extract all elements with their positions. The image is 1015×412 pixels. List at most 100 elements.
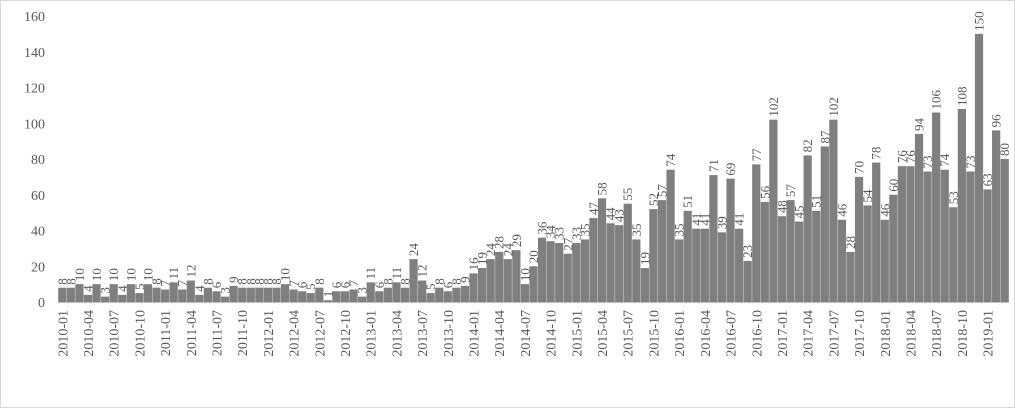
bar — [315, 287, 324, 302]
bar — [683, 210, 692, 302]
bar — [932, 112, 941, 302]
data-label: 7 — [158, 279, 173, 286]
x-tick-label: 2011-04 — [185, 310, 200, 356]
bar — [460, 285, 470, 302]
data-label: 24 — [483, 243, 498, 257]
x-tick-label: 2018-04 — [904, 310, 919, 357]
bar-series — [58, 33, 1009, 303]
bar — [743, 260, 752, 302]
data-label: 76 — [903, 150, 918, 164]
bar — [409, 259, 418, 302]
data-label: 8 — [269, 278, 284, 285]
x-tick-label: 2018-07 — [930, 310, 945, 357]
bar — [426, 293, 435, 302]
x-tick-label: 2018-01 — [879, 310, 894, 357]
bar — [375, 291, 384, 302]
bar — [700, 228, 709, 302]
x-tick-label: 2018-10 — [956, 310, 971, 357]
bar — [529, 266, 538, 302]
y-axis: 0 20 40 60 80 100 120 140 160 — [24, 10, 45, 311]
data-label: 6 — [372, 281, 387, 288]
data-label: 8 — [200, 278, 215, 285]
x-tick-label: 2010-04 — [82, 310, 97, 357]
data-label: 82 — [800, 139, 815, 152]
data-label: 35 — [629, 223, 644, 236]
data-label: 35 — [577, 223, 592, 236]
bar — [443, 291, 452, 302]
x-tick-label: 2015-10 — [647, 310, 662, 357]
y-tick-label: 100 — [24, 117, 45, 132]
data-label: 8 — [397, 278, 412, 285]
data-label: 74 — [937, 153, 952, 167]
bar — [914, 133, 924, 302]
bar — [418, 280, 427, 302]
bar — [238, 287, 247, 302]
data-label: 87 — [817, 130, 832, 144]
data-label: 24 — [406, 243, 421, 257]
data-label: 11 — [389, 267, 404, 280]
data-label: 12 — [183, 265, 198, 278]
data-label: 3 — [98, 287, 113, 294]
bar — [340, 291, 350, 302]
y-tick-label: 120 — [24, 82, 45, 97]
data-label: 7 — [346, 279, 361, 286]
bar — [794, 221, 804, 302]
data-label: 10 — [123, 268, 138, 281]
bar — [692, 228, 701, 302]
bar — [615, 225, 624, 302]
bar — [1000, 159, 1009, 302]
data-label: 3 — [218, 287, 233, 294]
data-label: 11 — [363, 267, 378, 280]
bar — [906, 166, 915, 302]
bar — [186, 280, 195, 302]
data-label: 150 — [972, 11, 987, 31]
data-label: 12 — [415, 265, 430, 278]
bar — [854, 176, 864, 303]
bar — [169, 282, 178, 302]
data-label: 8 — [243, 278, 258, 285]
data-label: 19 — [637, 252, 652, 265]
bar — [220, 296, 230, 302]
bar — [966, 171, 975, 302]
x-tick-label: 2013-07 — [416, 310, 431, 357]
bar — [974, 33, 984, 303]
data-label: 41 — [732, 213, 747, 226]
data-label: 10 — [517, 268, 532, 281]
data-label: 28 — [843, 236, 858, 249]
bar — [289, 289, 298, 302]
data-label: 34 — [543, 225, 558, 239]
data-label: 4 — [80, 285, 95, 292]
bar — [563, 253, 572, 302]
bar — [786, 200, 795, 302]
data-label: 8 — [149, 278, 164, 285]
data-label: 10 — [106, 268, 121, 281]
data-label: 9 — [457, 276, 472, 283]
bar — [983, 189, 992, 302]
data-label: 8 — [252, 278, 267, 285]
x-axis: 2010-01 2010-04 2010-07 2010-10 2011-01 2011-… — [56, 302, 1009, 357]
data-label: 3 — [355, 287, 370, 294]
bar — [597, 198, 607, 302]
bar — [75, 284, 84, 303]
bar — [58, 287, 67, 302]
x-tick-label: 2011-01 — [159, 310, 174, 356]
x-tick-label: 2017-01 — [776, 310, 791, 357]
data-label: 5 — [303, 284, 318, 291]
data-labels: 8810410310410510871171248639888881076581… — [55, 11, 1012, 297]
bar — [709, 175, 718, 302]
data-label: 41 — [689, 213, 704, 226]
bar — [160, 289, 170, 302]
data-label: 28 — [492, 236, 507, 249]
x-tick-label: 2015-01 — [570, 310, 585, 357]
bar — [435, 287, 444, 302]
data-label: 5 — [423, 284, 438, 291]
data-label: 5 — [132, 284, 147, 291]
data-label: 74 — [663, 153, 678, 167]
data-label: 6 — [209, 281, 224, 288]
bar — [178, 289, 187, 302]
x-tick-label: 2010-01 — [56, 310, 71, 357]
data-label: 8 — [260, 278, 275, 285]
data-label: 10 — [140, 268, 155, 281]
bar — [555, 243, 564, 302]
x-tick-label: 2014-01 — [468, 310, 483, 357]
